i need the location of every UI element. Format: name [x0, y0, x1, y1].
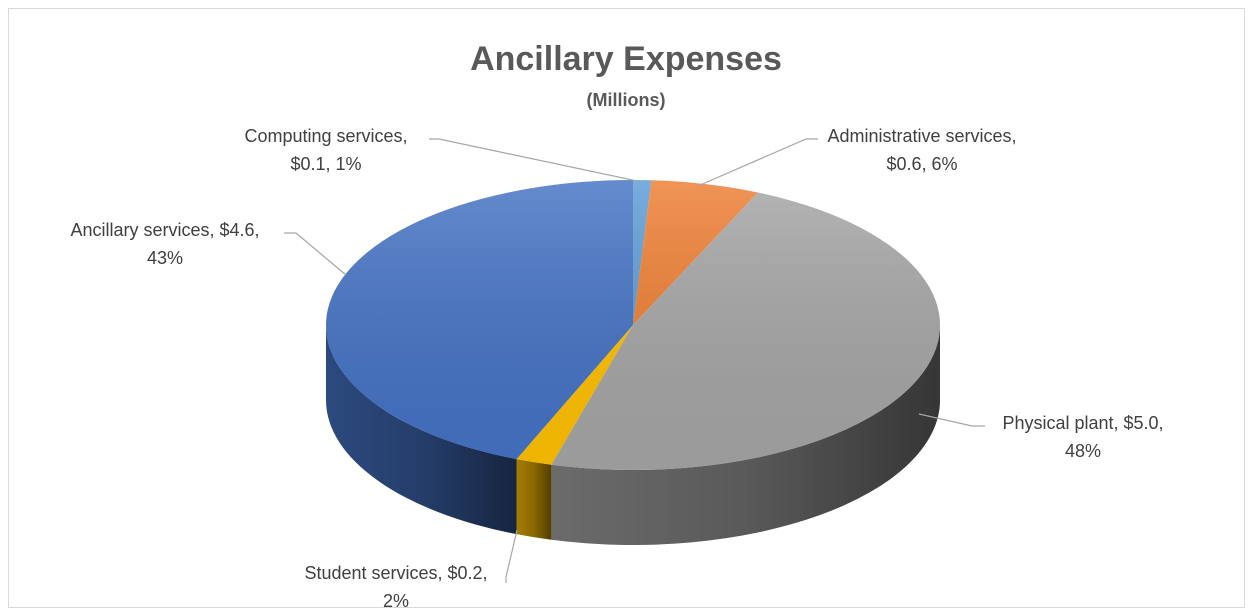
slice-side-shade-student-services — [517, 459, 552, 540]
leader-line-administrative — [698, 139, 818, 186]
data-label-administrative-services-line2: $0.6, 6% — [886, 154, 957, 174]
pie-top-sheen — [326, 180, 940, 470]
data-label-student-services-line1: Student services, $0.2, — [304, 563, 487, 583]
data-label-administrative-services-line1: Administrative services, — [827, 126, 1016, 146]
data-label-ancillary-services-line2: 43% — [147, 248, 183, 268]
data-label-physical-plant-line2: 48% — [1065, 441, 1101, 461]
leader-line-computing — [429, 139, 637, 181]
data-label-computing-services-line1: Computing services, — [244, 126, 407, 146]
leader-line-student — [506, 530, 517, 583]
chart-title: Ancillary Expenses — [470, 40, 782, 78]
pie-slices — [326, 180, 940, 470]
chart-subtitle: (Millions) — [587, 90, 666, 110]
data-label-ancillary-services-line1: Ancillary services, $4.6, — [70, 220, 259, 240]
data-label-physical-plant-line1: Physical plant, $5.0, — [1002, 413, 1163, 433]
data-label-student-services-line2: 2% — [383, 591, 409, 611]
leader-line-ancillary — [284, 233, 346, 275]
data-label-computing-services-line2: $0.1, 1% — [290, 154, 361, 174]
